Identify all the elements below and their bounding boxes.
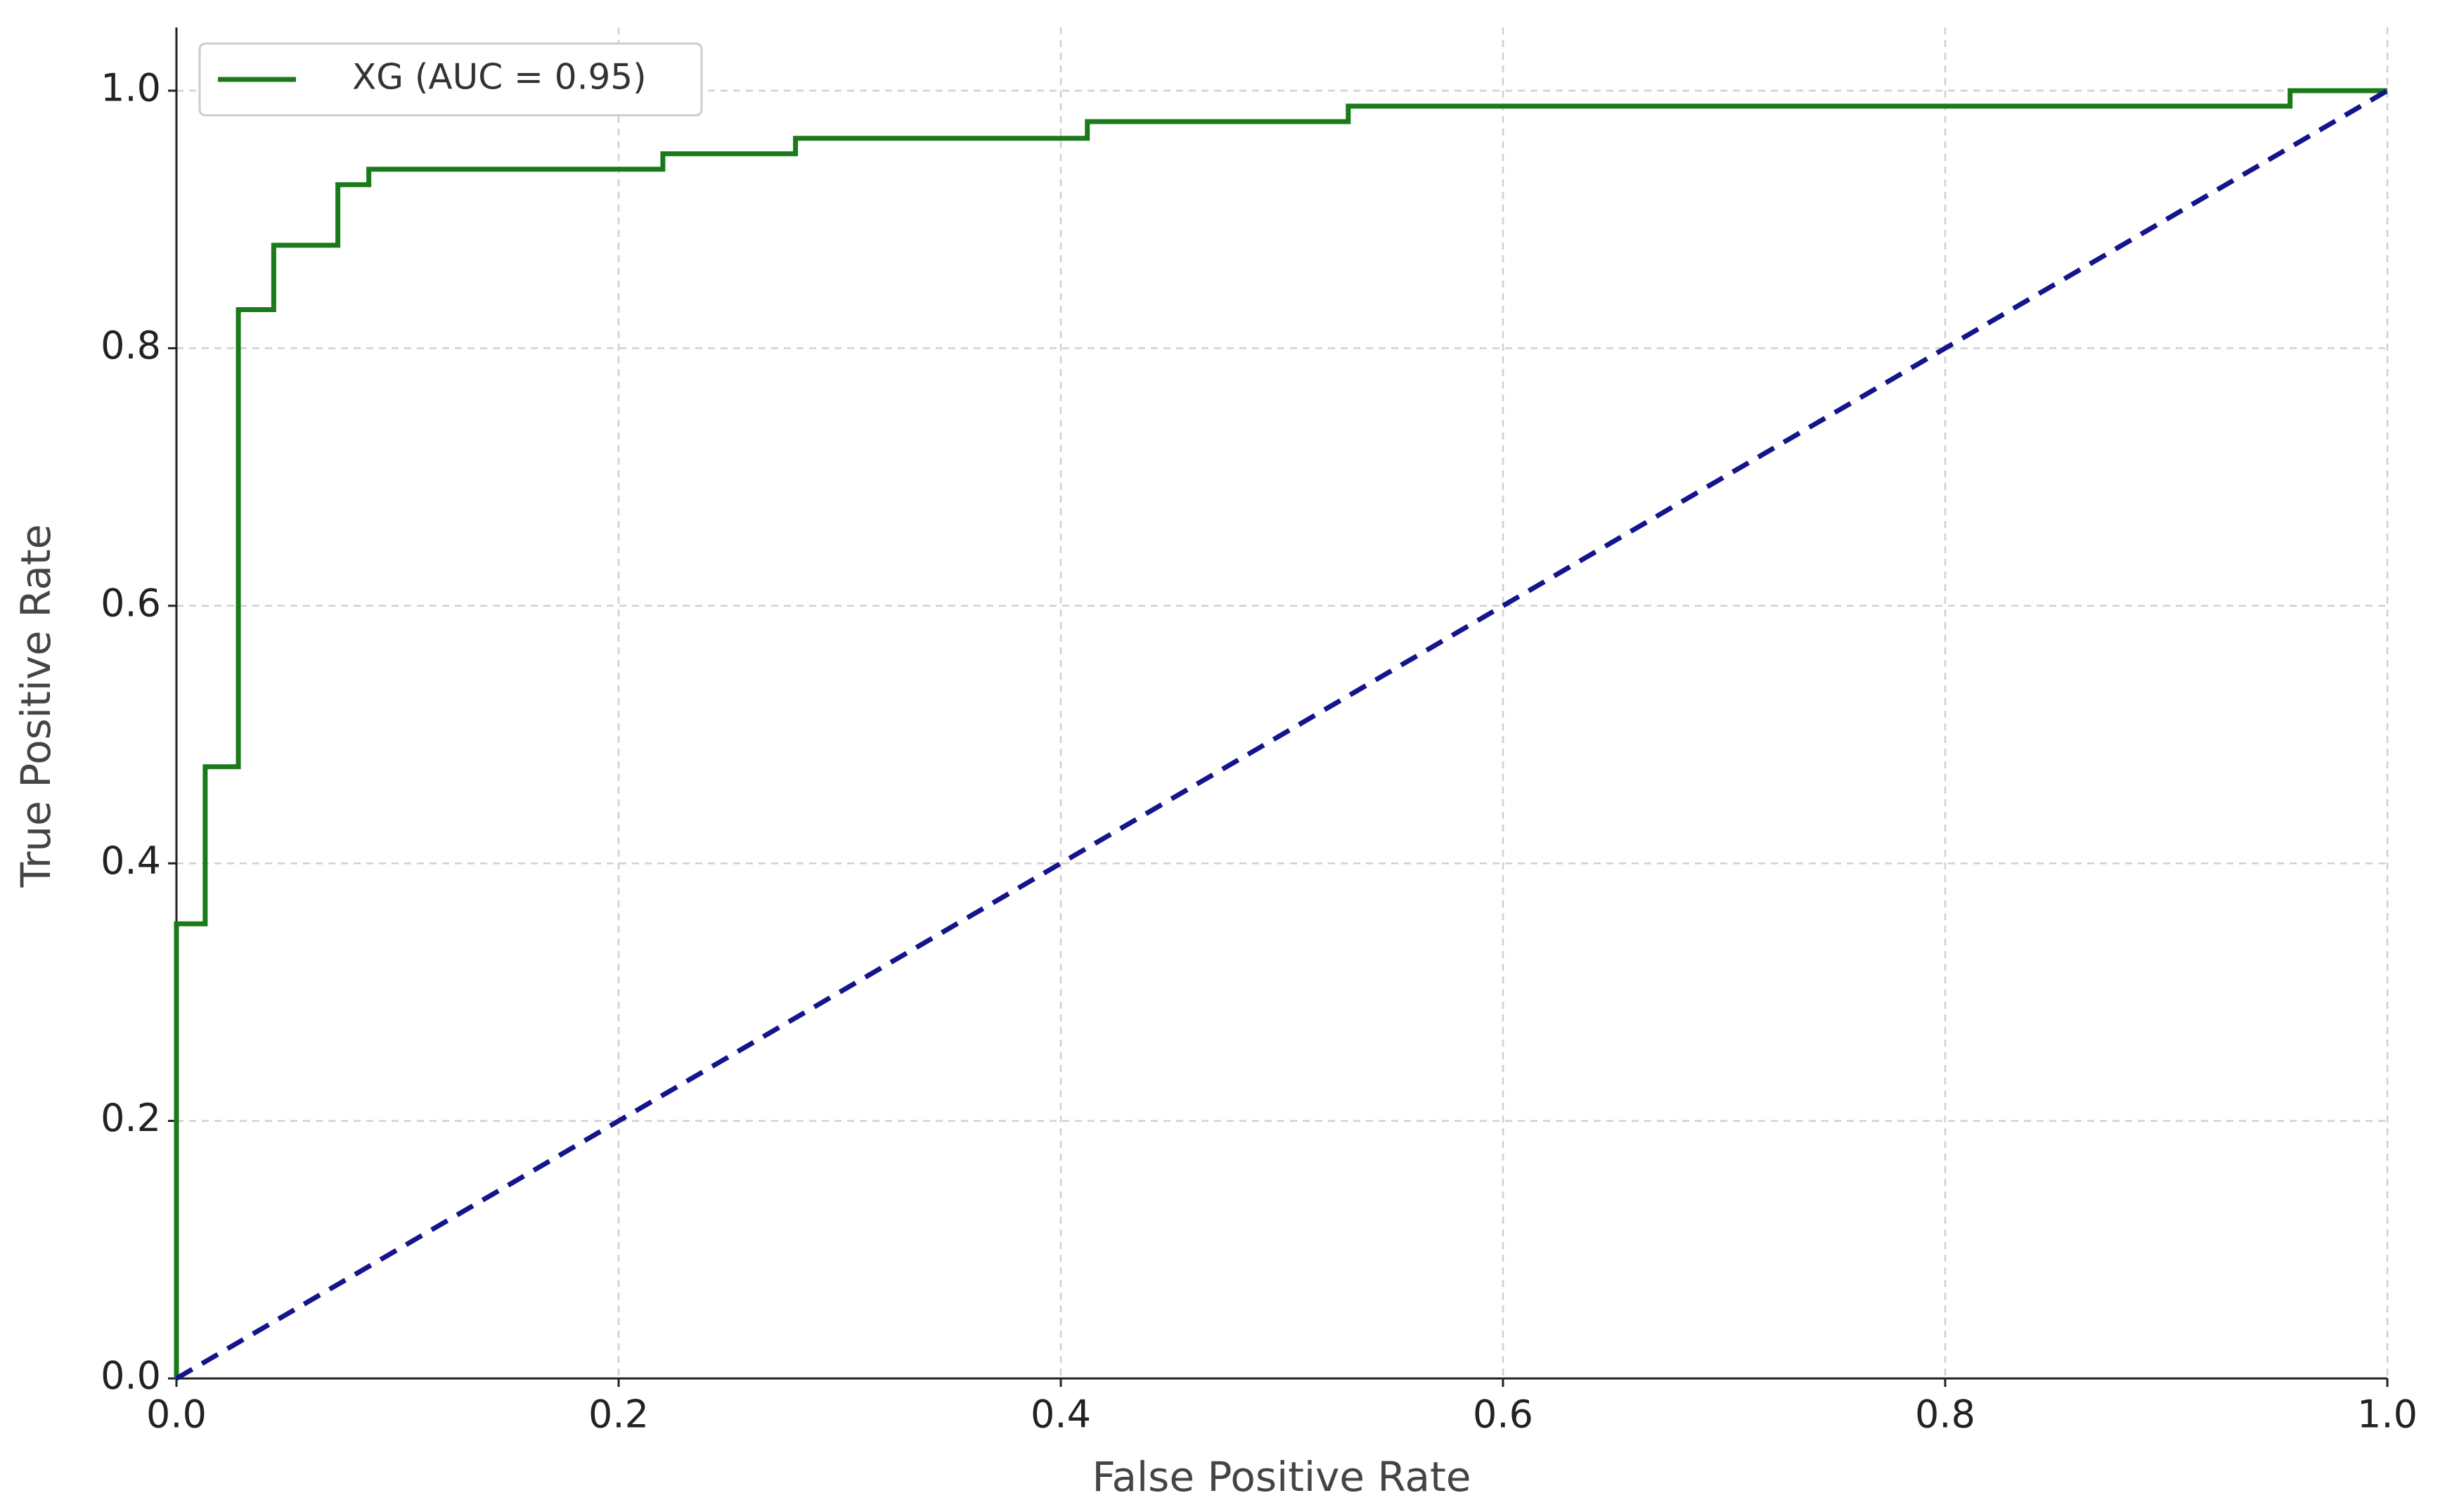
y-tick-label: 0.8 [101,323,161,368]
line [174,88,2387,1378]
x-tick-label: 0.0 [146,1393,207,1437]
legend-box [198,42,703,117]
y-tick-label: 0.2 [101,1096,161,1140]
x-axis-label: False Positive Rate [1092,1453,1471,1501]
y-tick-label: 0.0 [101,1354,161,1398]
line [175,88,2389,1381]
y-tick-label: 0.4 [101,839,161,883]
y-tick-label: 0.6 [101,581,161,625]
legend-label: XG (AUC = 0.95) [352,57,647,98]
x-tick-label: 0.6 [1473,1393,1533,1437]
x-tick-label: 0.2 [588,1393,649,1437]
x-tick-label: 1.0 [2357,1393,2418,1437]
x-tick-label: 0.4 [1031,1393,1091,1437]
legend: XG (AUC = 0.95) [198,42,703,117]
y-tick-label: 1.0 [101,66,161,110]
x-tick-label: 0.8 [1915,1393,1975,1437]
y-axis-label: True Positive Rate [12,524,60,889]
